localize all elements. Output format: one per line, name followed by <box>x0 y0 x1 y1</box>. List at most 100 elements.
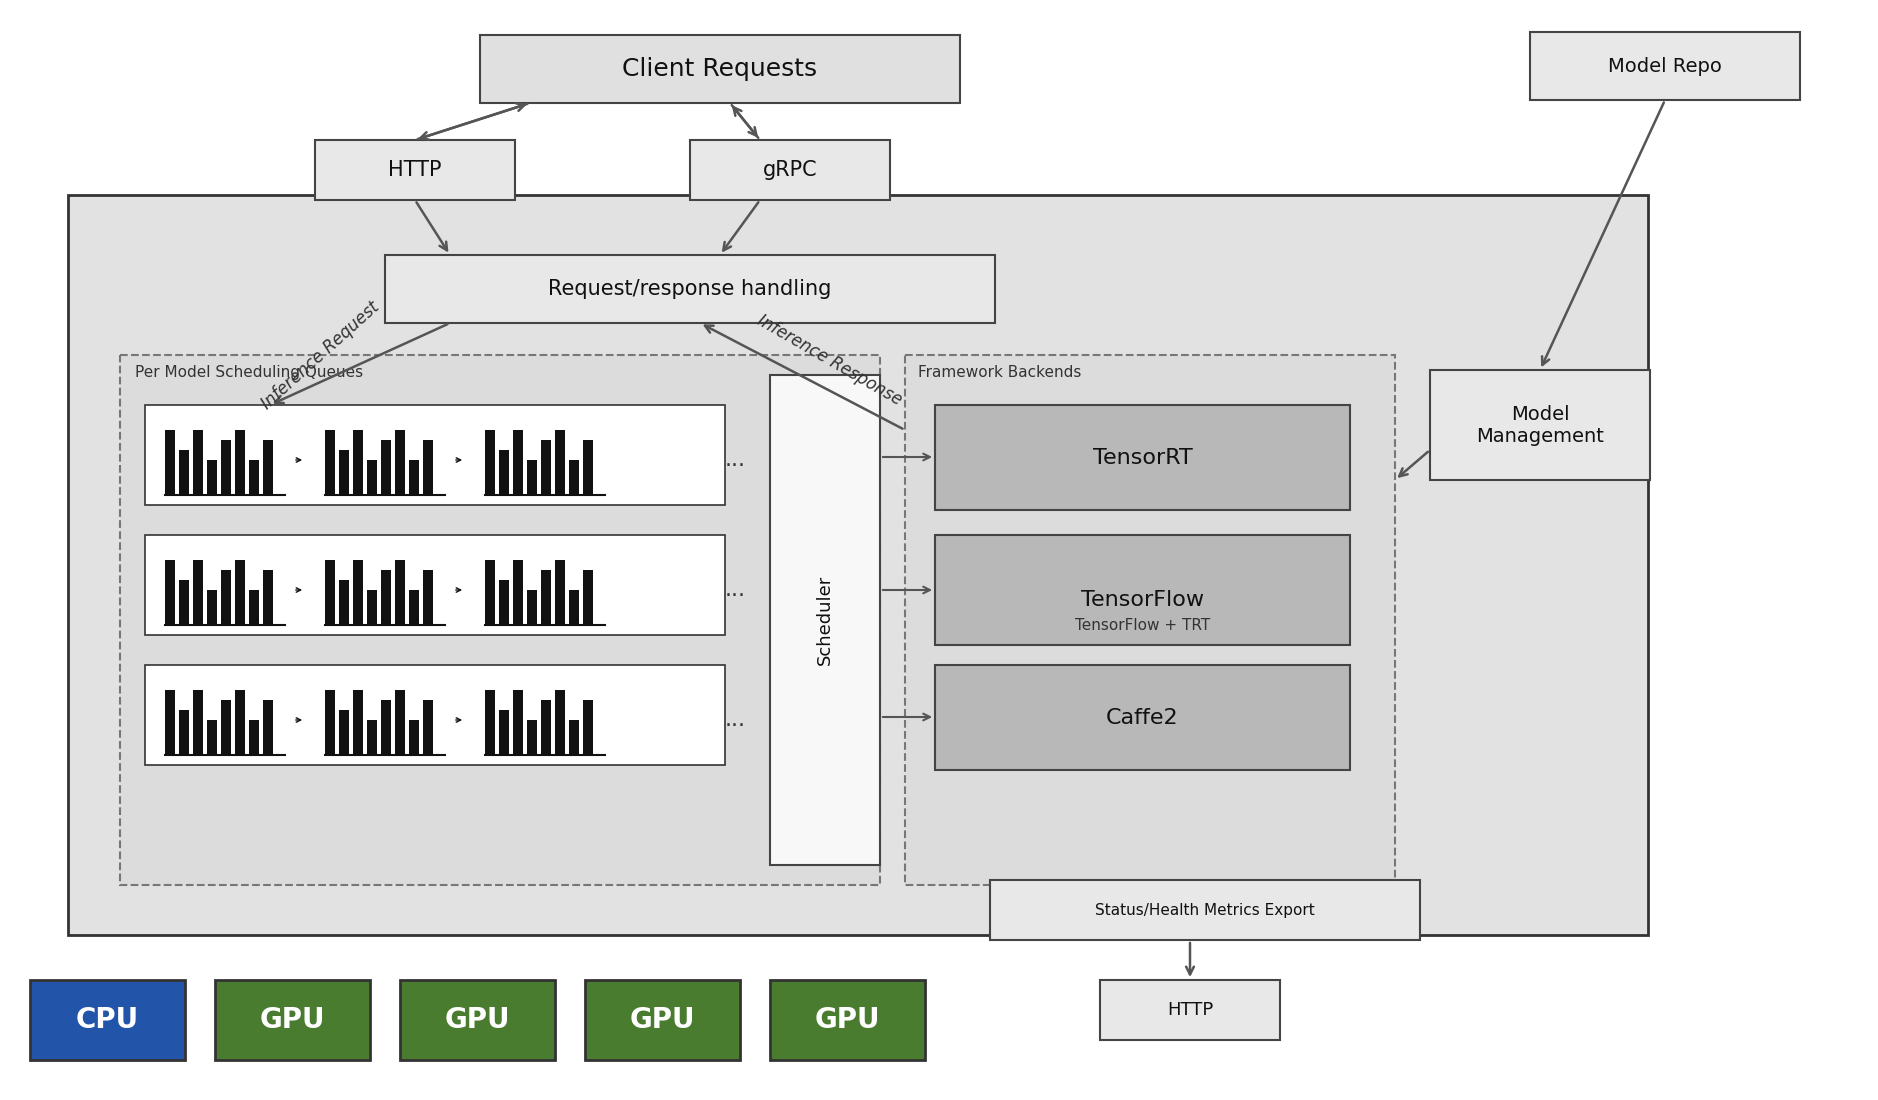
Bar <box>770 980 926 1060</box>
Bar <box>689 140 890 200</box>
Text: TensorRT: TensorRT <box>1093 448 1193 468</box>
Bar <box>528 590 537 625</box>
Bar <box>586 980 740 1060</box>
Text: Model
Management: Model Management <box>1476 405 1604 446</box>
Bar <box>165 560 175 625</box>
Text: GPU: GPU <box>629 1006 695 1034</box>
Bar <box>222 570 231 625</box>
Bar <box>394 430 406 495</box>
Text: Scheduler: Scheduler <box>817 575 834 666</box>
Text: GPU: GPU <box>815 1006 881 1034</box>
Bar <box>325 560 334 625</box>
Bar <box>935 666 1350 770</box>
Bar <box>178 710 190 755</box>
Bar <box>263 440 272 495</box>
Bar <box>165 690 175 755</box>
Bar <box>556 560 565 625</box>
Bar <box>423 700 434 755</box>
Text: TensorFlow + TRT: TensorFlow + TRT <box>1074 617 1209 632</box>
Text: ...: ... <box>725 450 746 470</box>
Text: Per Model Scheduling Queues: Per Model Scheduling Queues <box>135 365 362 380</box>
Bar <box>500 580 509 625</box>
Bar <box>582 570 593 625</box>
Bar <box>582 440 593 495</box>
Bar <box>905 355 1395 886</box>
Bar <box>485 430 496 495</box>
Bar <box>423 570 434 625</box>
Bar <box>409 460 419 495</box>
Bar <box>366 720 377 755</box>
Bar <box>409 590 419 625</box>
Bar <box>394 690 406 755</box>
Bar <box>263 570 272 625</box>
Bar <box>353 690 362 755</box>
Bar <box>541 440 550 495</box>
Bar <box>193 430 203 495</box>
Bar <box>30 980 186 1060</box>
Text: ...: ... <box>725 580 746 600</box>
Bar <box>528 720 537 755</box>
Bar <box>500 450 509 495</box>
Bar <box>569 460 578 495</box>
Bar <box>1429 370 1651 480</box>
Bar <box>385 255 995 323</box>
Text: gRPC: gRPC <box>762 160 817 180</box>
Bar <box>990 880 1420 940</box>
Bar <box>423 440 434 495</box>
Text: HTTP: HTTP <box>389 160 441 180</box>
Bar <box>235 430 244 495</box>
Bar <box>250 590 259 625</box>
Bar <box>340 580 349 625</box>
Bar <box>366 590 377 625</box>
Bar <box>263 700 272 755</box>
Bar <box>353 560 362 625</box>
Bar <box>207 590 218 625</box>
Bar <box>145 535 725 635</box>
Text: HTTP: HTTP <box>1166 1001 1213 1019</box>
Bar <box>381 700 391 755</box>
Bar <box>340 710 349 755</box>
Bar <box>222 440 231 495</box>
Bar <box>366 460 377 495</box>
Text: ...: ... <box>725 710 746 730</box>
Bar <box>513 690 522 755</box>
Bar <box>409 720 419 755</box>
Text: CPU: CPU <box>75 1006 139 1034</box>
Text: Inference Response: Inference Response <box>755 311 905 409</box>
Bar <box>394 560 406 625</box>
Text: GPU: GPU <box>445 1006 511 1034</box>
Bar <box>556 690 565 755</box>
Bar <box>316 140 515 200</box>
Bar <box>145 405 725 505</box>
Bar <box>250 720 259 755</box>
Text: Client Requests: Client Requests <box>622 57 817 81</box>
Bar <box>68 195 1649 935</box>
Bar <box>485 560 496 625</box>
Bar <box>541 570 550 625</box>
Bar <box>193 690 203 755</box>
Bar <box>250 460 259 495</box>
Text: Caffe2: Caffe2 <box>1106 707 1179 727</box>
Bar <box>513 430 522 495</box>
Bar <box>235 690 244 755</box>
Bar <box>569 720 578 755</box>
Bar <box>481 35 960 103</box>
Text: TensorFlow: TensorFlow <box>1082 590 1204 610</box>
Bar <box>193 560 203 625</box>
Bar <box>935 535 1350 645</box>
Bar <box>165 430 175 495</box>
Bar <box>500 710 509 755</box>
Bar <box>381 570 391 625</box>
Bar <box>178 450 190 495</box>
Bar <box>556 430 565 495</box>
Bar <box>222 700 231 755</box>
Text: Model Repo: Model Repo <box>1608 56 1722 76</box>
Bar <box>207 720 218 755</box>
Text: Framework Backends: Framework Backends <box>918 365 1082 380</box>
Bar <box>207 460 218 495</box>
Bar <box>485 690 496 755</box>
Bar <box>935 405 1350 510</box>
Bar <box>325 690 334 755</box>
Bar <box>120 355 881 886</box>
Bar <box>178 580 190 625</box>
